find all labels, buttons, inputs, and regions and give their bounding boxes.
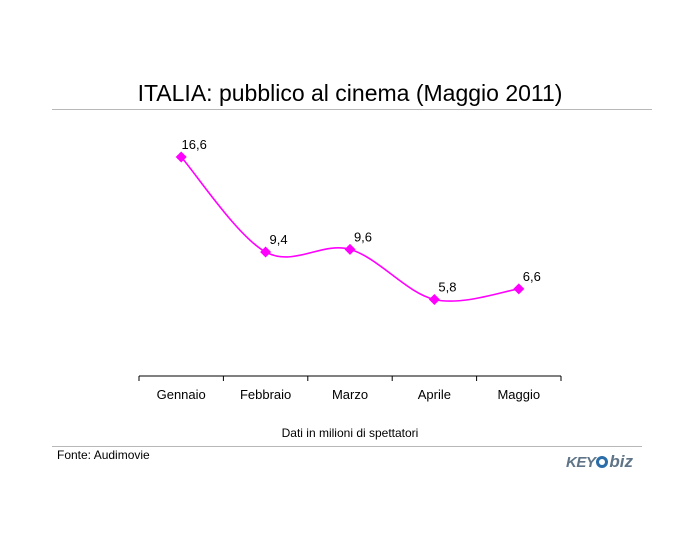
data-point-marker (513, 283, 525, 295)
x-tick-label: Febbraio (240, 387, 291, 402)
source-note: Fonte: Audimovie (57, 448, 150, 462)
data-point-marker (344, 243, 356, 255)
data-label: 6,6 (523, 269, 541, 284)
logo-biz-text: biz (609, 452, 633, 471)
x-tick-label: Aprile (418, 387, 451, 402)
x-tick-label: Marzo (332, 387, 368, 402)
logo-key-text: KEY (566, 453, 596, 471)
x-tick-label: Gennaio (157, 387, 206, 402)
data-label: 9,4 (270, 232, 288, 247)
data-point-marker (260, 246, 272, 258)
data-point-marker (175, 151, 187, 163)
title-divider (52, 109, 652, 110)
x-tick-label: Maggio (497, 387, 540, 402)
key4biz-logo: KEY biz (566, 451, 633, 473)
series-line (180, 156, 519, 302)
chart-subtitle: Dati in milioni di spettatori (281, 426, 419, 440)
data-label: 5,8 (438, 279, 456, 294)
data-point-marker (428, 293, 440, 305)
chart-title: ITALIA: pubblico al cinema (Maggio 2011) (137, 80, 563, 106)
logo-4-icon (596, 456, 609, 468)
footer-divider (52, 446, 642, 447)
data-label: 16,6 (182, 137, 207, 152)
data-label: 9,6 (354, 229, 372, 244)
